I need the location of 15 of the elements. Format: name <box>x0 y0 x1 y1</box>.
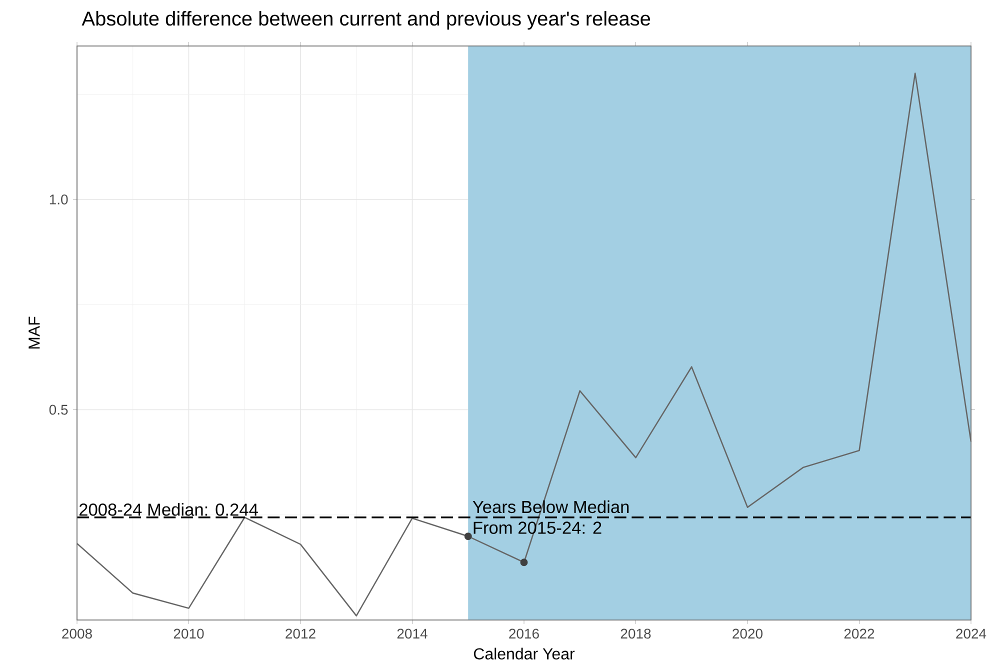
x-tick-label: 2014 <box>397 628 428 639</box>
x-tick-label: 2018 <box>620 628 651 639</box>
x-tick-label: 2022 <box>844 628 874 639</box>
x-axis-title: Calendar Year <box>474 648 575 660</box>
x-tick-label: 2024 <box>956 628 986 639</box>
y-tick-label: 0.5 <box>49 404 68 415</box>
x-tick-label: 2012 <box>286 628 316 639</box>
chart-title: Absolute difference between current and previous year's release <box>82 11 650 30</box>
x-tick-label: 2020 <box>732 628 763 639</box>
y-axis-title: MAF <box>28 316 40 349</box>
x-tick-label: 2016 <box>509 628 539 639</box>
x-tick-label: 2010 <box>174 628 204 639</box>
x-tick-label: 2008 <box>62 628 92 639</box>
ref-line-label: 2008-24 Median: 0.244 <box>79 503 258 516</box>
y-tick-label: 1.0 <box>50 194 68 204</box>
